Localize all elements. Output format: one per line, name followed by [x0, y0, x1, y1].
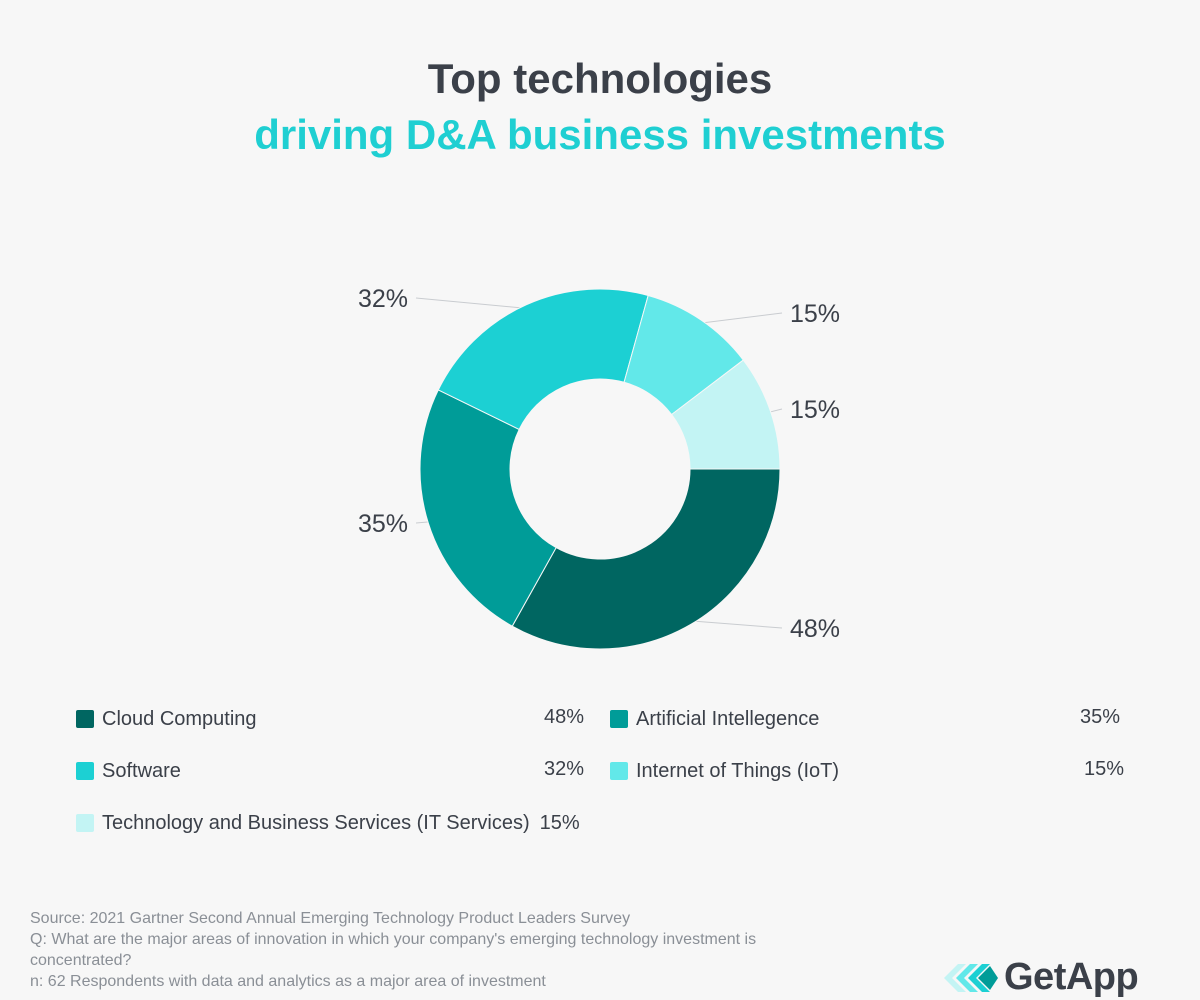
source-note: Source: 2021 Gartner Second Annual Emerg… [30, 908, 830, 992]
legend-label: Software [102, 759, 181, 782]
chart-title: Top technologies driving D&A business in… [0, 52, 1200, 162]
respondents-line: n: 62 Respondents with data and analytic… [30, 973, 546, 990]
leader-line [689, 620, 783, 629]
legend-swatch [76, 710, 94, 728]
leader-line [415, 297, 528, 309]
legend-swatch [76, 814, 94, 832]
slice-label: 48% [790, 615, 840, 643]
legend-item-cloud-computing: Cloud Computing [76, 704, 257, 734]
legend-value: 48% [544, 706, 585, 728]
getapp-chevrons-icon [944, 963, 998, 992]
legend-label: Internet of Things (IoT) [636, 759, 840, 782]
legend-swatch [610, 710, 628, 728]
legend-label: Cloud Computing [102, 707, 257, 730]
legend-item-artificial-intelligence: Artificial Intellegence [610, 704, 819, 734]
slice-label: 15% [790, 396, 840, 424]
donut-slice [670, 359, 781, 470]
title-line-2: driving D&A business investments [254, 111, 946, 158]
source-line: Source: 2021 Gartner Second Annual Emerg… [30, 910, 631, 927]
slice-label: 15% [790, 300, 840, 328]
leader-line [698, 312, 783, 324]
legend-value: 32% [544, 758, 585, 780]
legend-item-it-services: Technology and Business Services (IT Ser… [76, 808, 580, 838]
slice-label: 32% [358, 285, 408, 313]
donut-slice [419, 389, 557, 627]
legend-swatch [610, 762, 628, 780]
legend-value: 15% [1084, 758, 1125, 780]
donut-slice [437, 288, 649, 431]
legend-label: Artificial Intellegence [636, 707, 820, 730]
donut-slice [511, 468, 781, 650]
legend-label: Technology and Business Services (IT Ser… [102, 811, 530, 834]
legend-value: 15% [539, 811, 580, 834]
logo-text: GetApp [1004, 956, 1139, 998]
slice-label: 35% [358, 510, 408, 538]
getapp-logo: GetApp [944, 956, 1139, 999]
legend-item-iot: Internet of Things (IoT) [610, 756, 839, 786]
title-line-1: Top technologies [427, 55, 773, 102]
legend-value: 35% [1080, 706, 1121, 728]
legend-swatch [76, 762, 94, 780]
legend-item-software: Software [76, 756, 181, 786]
question-line: Q: What are the major areas of innovatio… [30, 931, 757, 969]
